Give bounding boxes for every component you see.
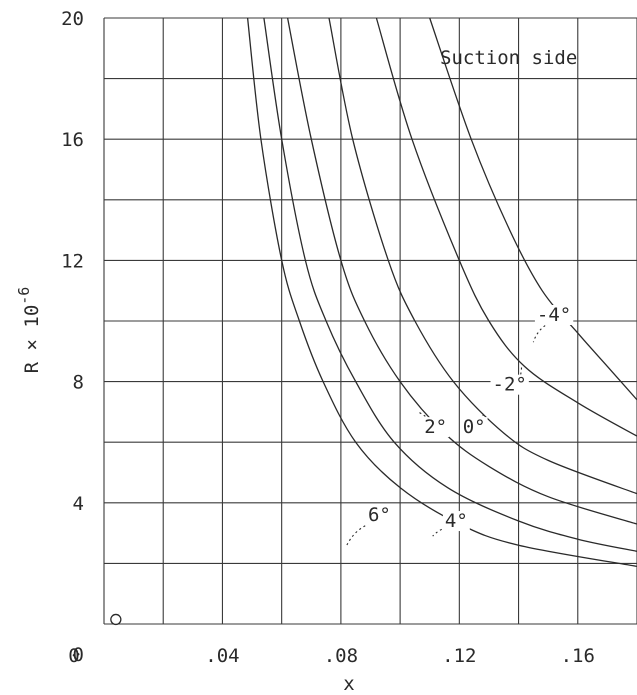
annotation-title: Suction side bbox=[440, 47, 577, 69]
curve-label: 4° bbox=[445, 510, 468, 532]
label-background bbox=[490, 374, 529, 395]
series-line bbox=[429, 17, 637, 401]
x-tick-label: .04 bbox=[205, 645, 239, 667]
series-line bbox=[246, 17, 637, 568]
series-line bbox=[286, 17, 637, 525]
label-leader bbox=[509, 366, 523, 392]
curve-label: -2° bbox=[493, 374, 527, 396]
label-leader bbox=[346, 520, 380, 546]
curve-label: 6° bbox=[368, 504, 391, 526]
y-tick-label: 20 bbox=[61, 8, 84, 30]
x-axis-title: x bbox=[343, 673, 354, 695]
grid bbox=[103, 17, 637, 625]
curve-label: -4° bbox=[537, 304, 571, 326]
label-background bbox=[422, 417, 450, 438]
y-tick-label: 16 bbox=[61, 129, 84, 151]
origin-marker bbox=[110, 613, 122, 626]
x-tick-label: .08 bbox=[324, 645, 358, 667]
y-tick-label: 12 bbox=[61, 250, 84, 272]
x-tick-label: .16 bbox=[561, 645, 595, 667]
curve-label: 0° bbox=[463, 416, 486, 438]
curves bbox=[110, 17, 637, 626]
y-tick-label: 8 bbox=[73, 372, 84, 394]
y-tick-label: 0 bbox=[73, 644, 84, 666]
label-leader bbox=[417, 411, 437, 434]
x-tick-label: .12 bbox=[442, 645, 476, 667]
label-leader bbox=[532, 320, 555, 343]
x-tick-label: 0 bbox=[68, 645, 79, 667]
y-axis-title-base: R × 10 bbox=[21, 305, 43, 374]
label-background bbox=[365, 504, 393, 525]
series-line bbox=[328, 17, 637, 495]
series-line bbox=[263, 17, 637, 552]
label-background bbox=[534, 305, 574, 325]
series-line bbox=[375, 17, 637, 437]
tick-labels: 0 .04 .08 .12 .16 0 4 8 12 16 20 bbox=[61, 8, 595, 667]
y-axis-title: R × 10-6 bbox=[15, 287, 43, 374]
label-background bbox=[460, 417, 488, 438]
y-tick-label: 4 bbox=[73, 493, 84, 515]
y-axis-title-exponent: -6 bbox=[15, 287, 33, 305]
curve-labels: 6° 4° 2° 0° -2° -4° bbox=[346, 304, 574, 546]
curve-label: 2° bbox=[424, 416, 447, 438]
label-background bbox=[442, 511, 470, 532]
